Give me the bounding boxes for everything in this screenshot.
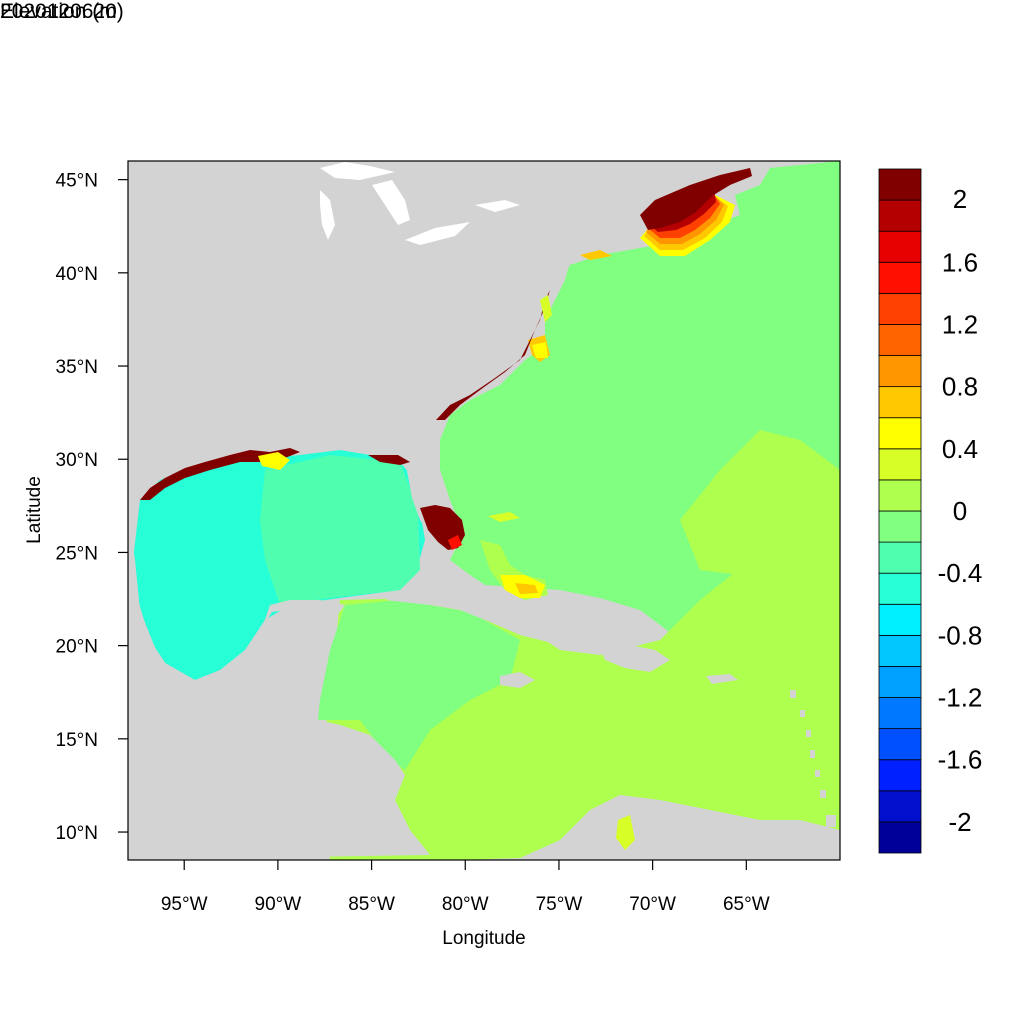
y-tick-label: 45°N	[56, 171, 98, 192]
puerto-rico	[706, 674, 738, 684]
bahamas-surge-core	[515, 583, 538, 594]
y-tick-label: 10°N	[56, 823, 98, 844]
colorbar-swatch	[878, 230, 922, 263]
colorbar-label: -0.8	[938, 620, 983, 650]
florida-keys-surge	[448, 535, 462, 550]
hispaniola	[600, 645, 670, 672]
colorbar-labels: 2 1.6 1.2 0.8 0.4 0 -0.4 -0.8 -1.2 -1.6 -2	[938, 184, 983, 837]
new-england-surge	[640, 168, 752, 256]
great-lakes	[320, 162, 520, 245]
y-tick-label: 30°N	[56, 450, 98, 471]
colorbar-swatch	[878, 759, 922, 792]
colorbar-swatch	[878, 261, 922, 294]
gulf-east-shelf	[260, 455, 420, 605]
carolina-surge-yellow	[532, 342, 548, 358]
colorbar-swatch	[878, 386, 922, 419]
colorbar-swatch	[878, 510, 922, 543]
lake-erie	[405, 222, 470, 245]
western-caribbean	[315, 600, 520, 770]
colorbar-swatch	[878, 417, 922, 450]
colorbar-label: -1.2	[938, 683, 983, 713]
colorbar-swatch	[878, 448, 922, 481]
y-tick-label: 40°N	[56, 264, 98, 285]
lesser-antilles	[790, 690, 836, 827]
variable-title: Elevation (m)	[0, 0, 124, 23]
colorbar-swatch	[878, 541, 922, 574]
colorbar-swatch	[878, 634, 922, 667]
y-tick-label: 15°N	[56, 730, 98, 751]
long-island-surge	[580, 250, 612, 260]
yucatan	[262, 600, 345, 628]
lake-ontario	[475, 200, 520, 212]
colorbar	[878, 168, 922, 854]
x-tick-label: 70°W	[629, 894, 676, 915]
y-tick-label: 20°N	[56, 637, 98, 658]
jamaica	[500, 672, 535, 688]
y-axis-title: Latitude	[24, 476, 45, 544]
x-tick-label: 65°W	[723, 894, 770, 915]
mexico	[128, 515, 430, 860]
lake-maracaibo	[616, 815, 635, 850]
colorbar-label: 1.2	[942, 309, 978, 339]
x-axis-title: Longitude	[442, 928, 525, 949]
land-masses	[128, 161, 840, 860]
colorbar-swatch	[878, 790, 922, 823]
north-america	[128, 161, 770, 515]
colorbar-swatch	[878, 168, 922, 201]
chesapeake-surge	[540, 295, 552, 322]
x-tick-label: 95°W	[161, 894, 208, 915]
colorbar-swatch	[878, 292, 922, 325]
colorbar-label: -2	[948, 807, 971, 837]
colorbar-swatch	[878, 479, 922, 512]
colorbar-swatch	[878, 324, 922, 356]
colorbar-swatch	[878, 666, 922, 698]
colorbar-swatch	[878, 821, 922, 854]
south-america	[460, 795, 840, 860]
colorbar-swatch	[878, 728, 922, 761]
map-panel	[128, 161, 840, 860]
x-tick-label: 80°W	[442, 894, 489, 915]
colorbar-label: 2	[953, 184, 967, 214]
colorbar-label: -1.6	[938, 745, 983, 775]
lake-michigan	[320, 190, 335, 240]
x-tick-label: 85°W	[348, 894, 395, 915]
colorbar-swatch	[878, 355, 922, 388]
colorbar-label: 0	[953, 496, 967, 526]
big-bend-surge	[368, 455, 410, 465]
map-date-title: 2020120620	[0, 0, 117, 23]
grand-bahama	[488, 512, 520, 522]
colorbar-swatch	[878, 697, 922, 730]
caribbean-sea	[320, 480, 840, 860]
colorbar-swatch	[878, 199, 922, 232]
y-tick-label: 35°N	[56, 357, 98, 378]
cuba	[385, 588, 585, 645]
y-tick-label: 25°N	[56, 543, 98, 564]
y-axis-ticks: 45°N 40°N 35°N 30°N 25°N 20°N 15°N 10°N	[56, 171, 128, 844]
colorbar-swatch	[878, 572, 922, 605]
x-axis-ticks: 95°W 90°W 85°W 80°W 75°W 70°W 65°W	[161, 860, 770, 915]
lake-huron	[372, 180, 410, 225]
x-tick-label: 75°W	[536, 894, 583, 915]
x-tick-label: 90°W	[255, 894, 302, 915]
atlantic-east-band	[680, 430, 840, 580]
colorbar-label: 0.4	[942, 434, 978, 464]
plot-frame	[127, 160, 841, 861]
mississippi-delta-surge	[258, 452, 290, 470]
colorbar-swatch	[878, 603, 922, 636]
colorbar-label: 1.6	[942, 247, 978, 277]
lake-superior	[320, 162, 395, 180]
colorbar-label: -0.4	[938, 558, 983, 588]
colorbar-label: 0.8	[942, 372, 978, 402]
